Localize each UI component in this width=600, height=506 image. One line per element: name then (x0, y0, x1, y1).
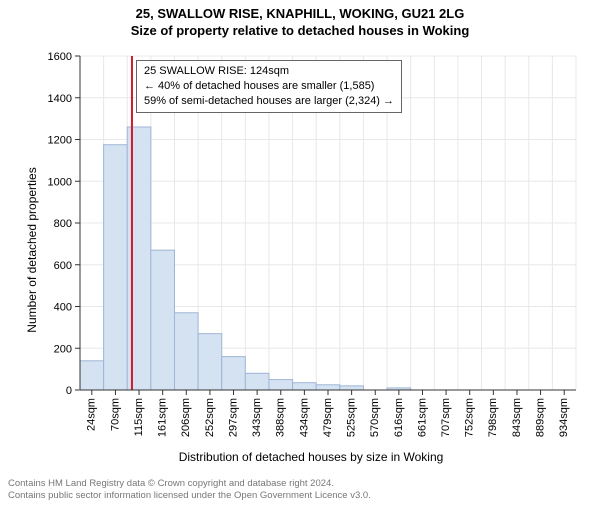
svg-text:843sqm: 843sqm (511, 398, 523, 437)
svg-text:798sqm: 798sqm (487, 398, 499, 437)
svg-text:661sqm: 661sqm (416, 398, 428, 437)
svg-text:1200: 1200 (48, 135, 72, 147)
svg-text:388sqm: 388sqm (275, 398, 287, 437)
svg-text:206sqm: 206sqm (180, 398, 192, 437)
histogram-chart: Number of detached properties 0200400600… (36, 50, 586, 450)
callout-line1: 25 SWALLOW RISE: 124sqm (144, 64, 394, 79)
svg-text:600: 600 (54, 260, 72, 272)
svg-text:616sqm: 616sqm (393, 398, 405, 437)
svg-text:1000: 1000 (48, 176, 72, 188)
svg-text:434sqm: 434sqm (298, 398, 310, 437)
svg-text:24sqm: 24sqm (86, 398, 98, 431)
callout-line2: ← 40% of detached houses are smaller (1,… (144, 79, 394, 94)
svg-text:161sqm: 161sqm (157, 398, 169, 437)
attribution-line2: Contains public sector information licen… (8, 490, 592, 502)
callout-box: 25 SWALLOW RISE: 124sqm ← 40% of detache… (136, 60, 402, 113)
svg-text:570sqm: 570sqm (369, 398, 381, 437)
x-axis-label: Distribution of detached houses by size … (179, 450, 444, 464)
svg-text:525sqm: 525sqm (346, 398, 358, 437)
attribution-line1: Contains HM Land Registry data © Crown c… (8, 478, 592, 490)
svg-text:70sqm: 70sqm (109, 398, 121, 431)
page-title-line1: 25, SWALLOW RISE, KNAPHILL, WOKING, GU21… (0, 6, 600, 21)
svg-text:479sqm: 479sqm (322, 398, 334, 437)
svg-text:889sqm: 889sqm (534, 398, 546, 437)
svg-text:343sqm: 343sqm (251, 398, 263, 437)
svg-text:200: 200 (54, 343, 72, 355)
y-axis-label: Number of detached properties (25, 167, 39, 332)
page-title-line2: Size of property relative to detached ho… (0, 23, 600, 38)
svg-text:752sqm: 752sqm (464, 398, 476, 437)
svg-text:115sqm: 115sqm (133, 398, 145, 436)
svg-text:297sqm: 297sqm (227, 398, 239, 437)
svg-text:252sqm: 252sqm (204, 398, 216, 437)
svg-text:1400: 1400 (48, 93, 72, 105)
callout-line3: 59% of semi-detached houses are larger (… (144, 94, 394, 109)
svg-text:800: 800 (54, 218, 72, 230)
svg-text:934sqm: 934sqm (558, 398, 570, 437)
attribution: Contains HM Land Registry data © Crown c… (8, 478, 592, 502)
svg-text:1600: 1600 (48, 51, 72, 63)
svg-text:707sqm: 707sqm (440, 398, 452, 437)
svg-text:400: 400 (54, 302, 72, 314)
svg-text:0: 0 (66, 385, 72, 397)
